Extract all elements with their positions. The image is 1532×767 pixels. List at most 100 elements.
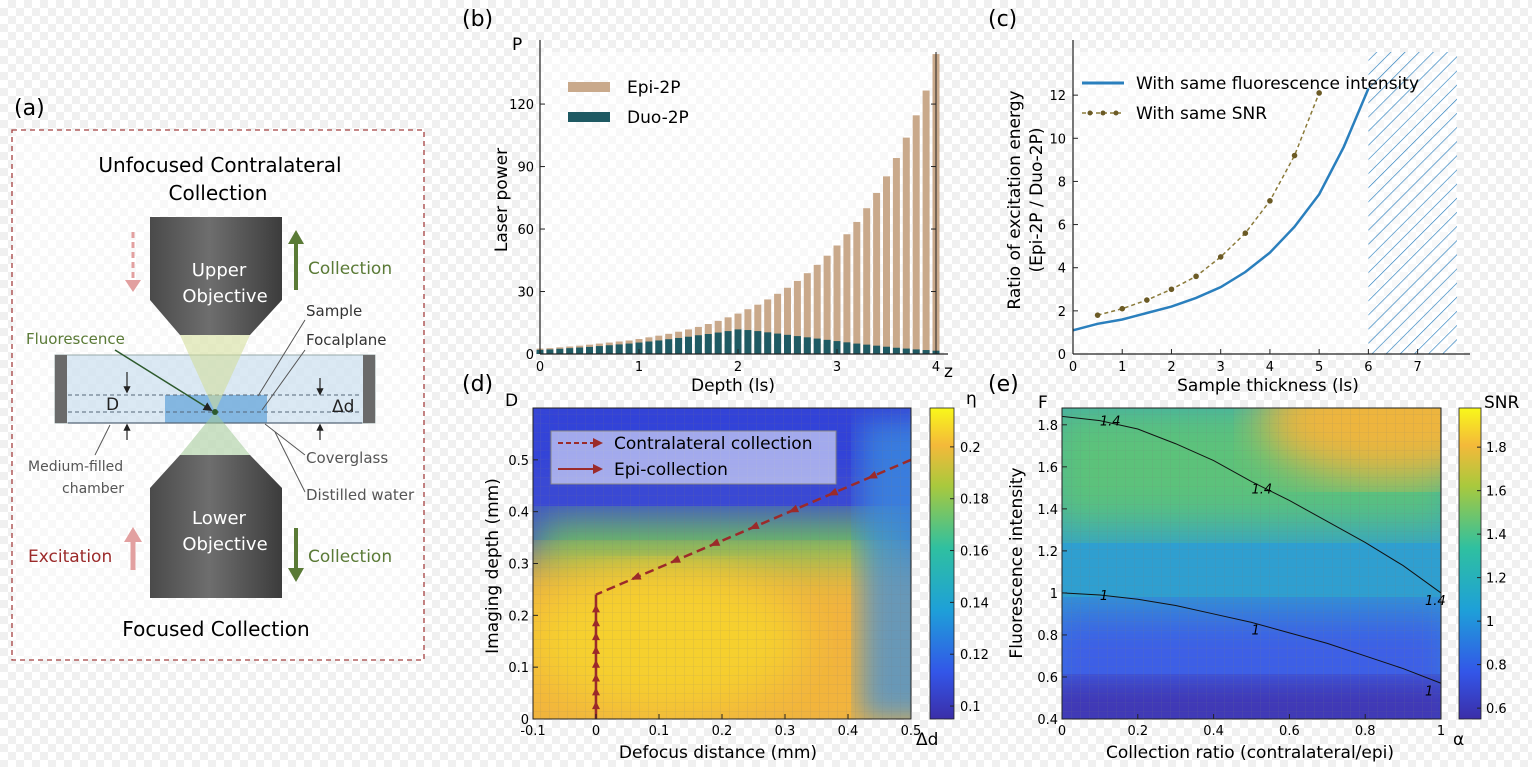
x-tick-label: 0 bbox=[1069, 360, 1077, 375]
panel-d-colorbar-label: η bbox=[966, 389, 977, 409]
colorbar-tick-label: 0.8 bbox=[1486, 659, 1507, 674]
epi-bar bbox=[823, 255, 831, 354]
panel-d-frame bbox=[532, 407, 912, 720]
upper-objective-line2: Objective bbox=[182, 286, 267, 307]
duo-bar bbox=[843, 342, 851, 354]
medium-pointer bbox=[94, 424, 111, 456]
duo-bar bbox=[883, 346, 890, 354]
epi-bar bbox=[902, 137, 910, 354]
focus-point bbox=[212, 409, 218, 415]
fluor-intensity-line bbox=[1072, 88, 1370, 332]
x-tick-label: 0.6 bbox=[1279, 724, 1300, 739]
duo-bar bbox=[764, 332, 772, 354]
duo-bar bbox=[734, 329, 742, 354]
contralateral-direction-arrow bbox=[748, 521, 760, 530]
y-tick-label: 90 bbox=[517, 161, 534, 176]
panel-e-y-end-label: F bbox=[1038, 393, 1048, 413]
panel-e-colorbar-label: SNR bbox=[1484, 393, 1520, 413]
x-tick-label: 1 bbox=[1118, 360, 1126, 375]
panel-d-xlabel: Defocus distance (mm) bbox=[619, 743, 817, 763]
duo-bar bbox=[675, 337, 683, 354]
contour-label: 1 bbox=[1252, 623, 1260, 638]
lower-cone bbox=[180, 412, 250, 455]
D-label: D bbox=[106, 395, 119, 415]
snr-point bbox=[1168, 286, 1175, 293]
collection-bottom-arrowhead bbox=[288, 568, 304, 582]
duo-bar bbox=[853, 343, 861, 354]
x-tick-label: 6 bbox=[1364, 360, 1372, 375]
contour-label: 1 bbox=[1425, 684, 1433, 699]
contour-label: 1.4 bbox=[1252, 483, 1273, 498]
x-tick-label: 0 bbox=[1058, 724, 1066, 739]
epi-bar bbox=[922, 90, 930, 354]
colorbar-tick-label: 0.6 bbox=[1486, 702, 1507, 717]
distilled-water-label: Distilled water bbox=[306, 486, 415, 504]
epi-direction-arrow bbox=[592, 687, 600, 696]
colorbar-tick-label: 0.1 bbox=[960, 700, 981, 715]
colorbar-tick-label: 1 bbox=[1486, 615, 1494, 630]
y-tick-label: 0.6 bbox=[1037, 671, 1058, 686]
y-tick-label: 0.4 bbox=[1037, 713, 1058, 728]
excitation-label: Excitation bbox=[28, 547, 112, 567]
duo-bar bbox=[586, 346, 593, 354]
sample-pointer bbox=[257, 319, 306, 397]
duo-bar bbox=[546, 349, 554, 354]
epi-bar bbox=[833, 245, 841, 354]
snr-point bbox=[1291, 152, 1298, 159]
x-tick-label: 1 bbox=[1437, 724, 1445, 739]
x-tick-label: 0.2 bbox=[712, 724, 733, 739]
x-tick-label: 3 bbox=[1217, 360, 1225, 375]
panel-d-x-end-label: Δd bbox=[916, 730, 938, 750]
x-tick-label: 4 bbox=[932, 360, 940, 375]
unfocused-excitation-arrowhead bbox=[125, 280, 141, 292]
duo-bar bbox=[665, 339, 673, 354]
contour-label: 1 bbox=[1100, 589, 1108, 604]
colorbar-tick-label: 0.12 bbox=[960, 648, 989, 663]
y-tick-label: 30 bbox=[517, 286, 534, 301]
epi-bar bbox=[853, 221, 861, 354]
y-tick-label: 0.3 bbox=[508, 558, 529, 573]
epi-direction-arrow bbox=[592, 659, 600, 668]
duo-bar bbox=[714, 332, 722, 354]
x-tick-label: 2 bbox=[734, 360, 742, 375]
panel-c-hatched-region bbox=[1368, 52, 1457, 354]
y-tick-label: 0 bbox=[1058, 348, 1066, 363]
colorbar-tick-label: 0.14 bbox=[960, 596, 989, 611]
legend-marker-snr-1 bbox=[1087, 110, 1093, 116]
y-tick-label: 0 bbox=[521, 713, 529, 728]
panel-c-xlabel: Sample thickness (ls) bbox=[1177, 376, 1359, 396]
y-tick-label: 0.5 bbox=[508, 454, 529, 469]
y-tick-label: 0.2 bbox=[508, 609, 529, 624]
coverglass-label: Coverglass bbox=[306, 449, 388, 467]
focalplane-pointer bbox=[261, 349, 306, 411]
epi-bar bbox=[764, 299, 772, 354]
x-tick-label: -0.1 bbox=[520, 724, 545, 739]
x-tick-label: 5 bbox=[1315, 360, 1323, 375]
y-tick-label: 0.1 bbox=[508, 661, 529, 676]
colorbar-tick-label: 0.2 bbox=[960, 441, 981, 456]
duo-bar bbox=[892, 347, 900, 354]
duo-bar bbox=[685, 336, 692, 354]
x-tick-label: 3 bbox=[833, 360, 841, 375]
legend-label-snr: With same SNR bbox=[1136, 104, 1267, 124]
panel-d-label: (d) bbox=[462, 372, 493, 397]
x-tick-label: 0.4 bbox=[838, 724, 859, 739]
contralateral-direction-arrow bbox=[788, 504, 800, 513]
duo-bar bbox=[784, 334, 791, 354]
collection-top-arrowhead bbox=[288, 230, 304, 244]
colorbar-tick-label: 1.4 bbox=[1486, 528, 1507, 543]
colorbar-tick-label: 0.18 bbox=[960, 493, 989, 508]
chamber-wall-right bbox=[363, 355, 375, 423]
legend-marker-snr-3 bbox=[1113, 110, 1119, 116]
panel-d-legend: Contralateral collection Epi-collection bbox=[550, 430, 837, 485]
duo-bar bbox=[615, 344, 623, 354]
y-tick-label: 0.8 bbox=[1037, 629, 1058, 644]
contour-label: 1.4 bbox=[1425, 594, 1446, 609]
panel-d-ylabel: Imaging depth (mm) bbox=[483, 478, 503, 654]
colorbar-tick-label: 0.16 bbox=[960, 545, 989, 560]
snr-point bbox=[1144, 297, 1150, 303]
contour-line bbox=[1061, 415, 1442, 594]
top-caption-line2: Collection bbox=[169, 181, 268, 205]
x-tick-label: 0.5 bbox=[901, 724, 922, 739]
x-tick-label: 0.4 bbox=[1203, 724, 1224, 739]
